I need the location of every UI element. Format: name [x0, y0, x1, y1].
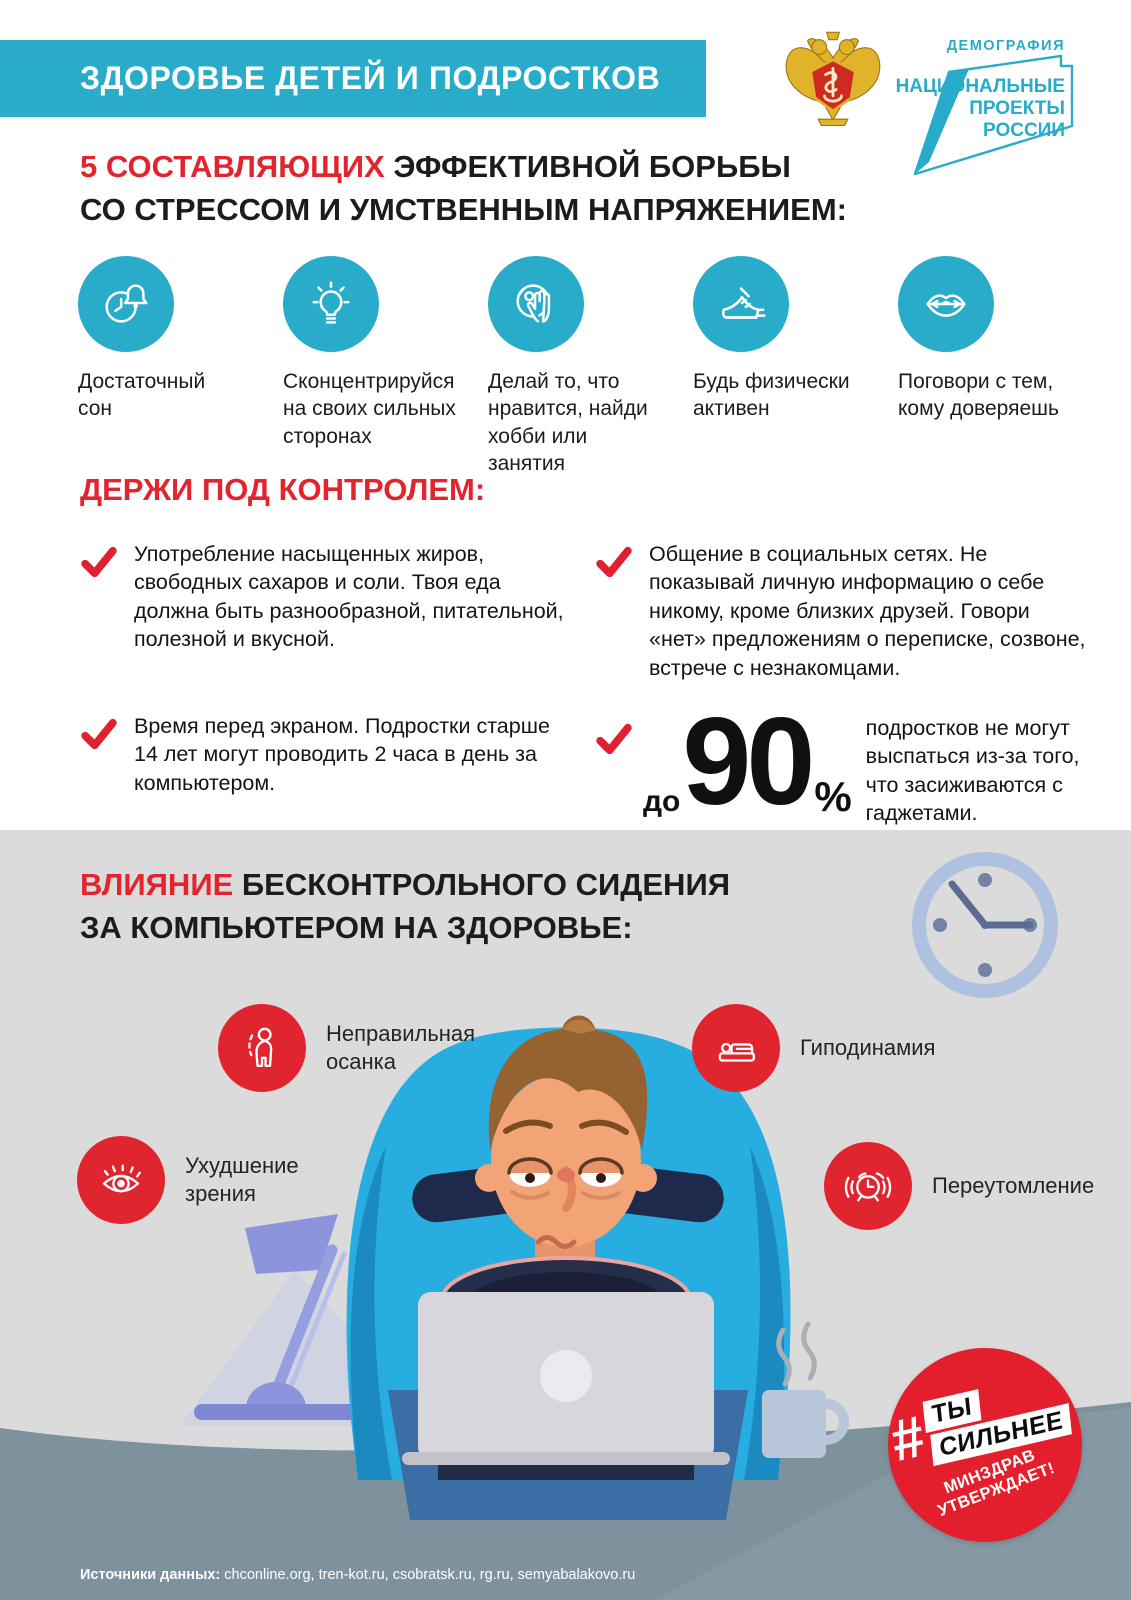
influence-section: ВЛИЯНИЕ БЕСКОНТРОЛЬНОГО СИДЕНИЯ ЗА КОМПЬ…	[0, 830, 1131, 1600]
natproj-wedge	[915, 69, 969, 174]
posture-icon	[218, 1004, 306, 1092]
clock-bell-icon	[78, 256, 174, 352]
checkmark-icon	[81, 546, 117, 578]
control-heading: ДЕРЖИ ПОД КОНТРОЛЕМ:	[80, 472, 486, 507]
intro-line2: СО СТРЕССОМ И УМСТВЕННЫМ НАПРЯЖЕНИЕМ:	[80, 191, 847, 227]
effect-posture: Неправильная осанка	[218, 1004, 501, 1092]
control-checklist: Употребление насыщенных жиров, свободных…	[80, 540, 1092, 827]
data-sources: Источники данных: chconline.org, tren-ko…	[80, 1567, 635, 1583]
coffee-mug	[762, 1321, 849, 1458]
tip-strengths: Сконцентрируйся на своих сильных сторона…	[283, 256, 488, 477]
check-item-food: Употребление насыщенных жиров, свободных…	[80, 540, 595, 682]
check-item-text: Общение в социальных сетях. Не показывай…	[649, 542, 1086, 680]
alarm-icon	[824, 1142, 912, 1230]
intro-heading: 5 СОСТАВЛЯЮЩИХ ЭФФЕКТИВНОЙ БОРЬБЫ СО СТР…	[80, 146, 847, 232]
badge-words: ТЫ СИЛЬНЕЕ	[921, 1370, 1074, 1467]
scene-illustration	[0, 852, 1131, 1600]
natproj-program-label: ДЕМОГРАФИЯ	[947, 38, 1065, 54]
stat-text: подростков не могут выспаться из-за того…	[865, 715, 1080, 825]
influence-heading: ВЛИЯНИЕ БЕСКОНТРОЛЬНОГО СИДЕНИЯ ЗА КОМПЬ…	[80, 864, 730, 950]
stat-sleep-gadgets: до 90 % подростков не могут выспаться из…	[595, 692, 1092, 831]
wall-clock-icon	[912, 852, 1058, 998]
tip-label: Поговори с тем, кому доверяешь	[898, 370, 1059, 421]
check-item-screen-time: Время перед экраном. Подростки старше 14…	[80, 712, 595, 828]
tip-label: Делай то, что нравится, найди хобби или …	[488, 370, 648, 475]
sneaker-icon	[693, 256, 789, 352]
checkmark-icon	[596, 723, 632, 754]
tip-label: Достаточный сон	[78, 370, 206, 421]
laptop	[402, 1292, 730, 1465]
disc-hand-icon	[488, 256, 584, 352]
lips-icon	[898, 256, 994, 352]
effect-label: Гиподинамия	[800, 1034, 936, 1060]
stat-prefix: до	[643, 785, 681, 819]
tip-sleep: Достаточный сон	[78, 256, 283, 477]
check-item-text: Употребление насыщенных жиров, свободных…	[134, 542, 564, 652]
check-item-social: Общение в социальных сетях. Не показывай…	[595, 540, 1092, 682]
influence-rest: БЕСКОНТРОЛЬНОГО СИДЕНИЯ	[233, 867, 731, 902]
natproj-line2: ПРОЕКТЫ	[969, 98, 1065, 119]
tip-label: Будь физически активен	[693, 370, 850, 421]
sources-value: chconline.org, tren-kot.ru, csobratsk.ru…	[220, 1566, 636, 1583]
intro-highlight: 5 СОСТАВЛЯЮЩИХ	[80, 149, 385, 184]
intro-rest: ЭФФЕКТИВНОЙ БОРЬБЫ	[384, 149, 791, 184]
sources-label: Источники данных:	[80, 1566, 221, 1583]
effect-hypodynamia: Гиподинамия	[692, 1004, 935, 1092]
national-projects-logo: ДЕМОГРАФИЯ НАЦИОНАЛЬНЫЕ ПРОЕКТЫ РОССИИ	[893, 28, 1081, 190]
stat-value: 90	[682, 692, 815, 831]
effect-label: Ухудшение зрения	[185, 1152, 299, 1206]
tip-talk: Поговори с тем, кому доверяешь	[898, 256, 1103, 477]
eye-icon	[77, 1136, 165, 1224]
bed-icon	[692, 1004, 780, 1092]
effect-overfatigue: Переутомление	[824, 1142, 1094, 1230]
checkmark-icon	[81, 718, 117, 749]
tip-hobby: Делай то, что нравится, найди хобби или …	[488, 256, 693, 477]
checkmark-icon	[596, 546, 632, 578]
stat-unit: %	[814, 773, 852, 821]
effect-vision: Ухудшение зрения	[77, 1136, 335, 1224]
natproj-line1: НАЦИОНАЛЬНЫЕ	[896, 76, 1065, 97]
bulb-icon	[283, 256, 379, 352]
influence-line2: ЗА КОМПЬЮТЕРОМ НА ЗДОРОВЬЕ:	[80, 909, 633, 945]
effect-label: Переутомление	[932, 1172, 1095, 1198]
minzdrav-emblem-icon	[780, 24, 886, 138]
effect-label: Неправильная осанка	[326, 1020, 476, 1074]
tip-active: Будь физически активен	[693, 256, 898, 477]
natproj-line3: РОССИИ	[983, 120, 1065, 141]
header-title-bar: ЗДОРОВЬЕ ДЕТЕЙ И ПОДРОСТКОВ	[0, 40, 706, 117]
influence-highlight: ВЛИЯНИЕ	[80, 867, 234, 902]
page-title: ЗДОРОВЬЕ ДЕТЕЙ И ПОДРОСТКОВ	[80, 60, 661, 96]
tips-row: Достаточный сон Сконцентрируйся на своих…	[78, 256, 1103, 477]
tip-label: Сконцентрируйся на своих сильных сторона…	[283, 370, 456, 448]
check-item-text: Время перед экраном. Подростки старше 14…	[134, 713, 550, 795]
